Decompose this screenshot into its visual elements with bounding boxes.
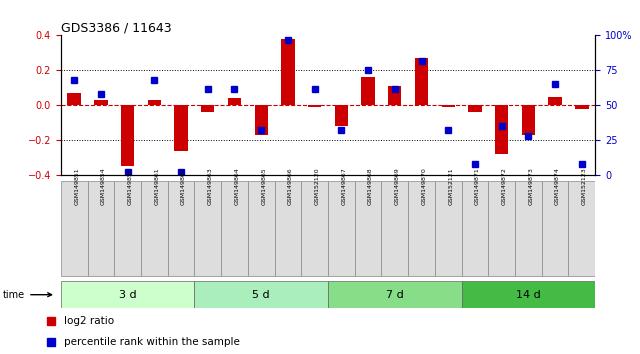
Bar — [575, 105, 589, 109]
Bar — [548, 97, 562, 105]
Bar — [355, 181, 381, 276]
Bar — [94, 100, 108, 105]
Bar — [115, 181, 141, 276]
Text: GSM152123: GSM152123 — [582, 167, 587, 205]
Bar — [61, 281, 195, 308]
Text: GSM152120: GSM152120 — [315, 167, 319, 205]
Bar — [308, 105, 321, 107]
Bar — [174, 105, 188, 151]
Bar — [141, 181, 168, 276]
Bar — [461, 181, 488, 276]
Bar — [168, 181, 195, 276]
Text: GSM149870: GSM149870 — [422, 167, 426, 205]
Bar — [248, 181, 275, 276]
Text: GSM149867: GSM149867 — [341, 167, 346, 205]
Bar — [495, 105, 508, 154]
Bar — [301, 181, 328, 276]
Bar — [221, 181, 248, 276]
Text: 3 d: 3 d — [119, 290, 136, 300]
Bar — [415, 58, 428, 105]
Text: GSM152121: GSM152121 — [448, 167, 453, 205]
Text: GSM149866: GSM149866 — [288, 167, 293, 205]
Bar — [408, 181, 435, 276]
Bar — [121, 105, 134, 166]
Bar — [442, 105, 455, 107]
Bar — [515, 181, 542, 276]
Bar — [435, 181, 461, 276]
Bar — [362, 78, 375, 105]
Bar — [61, 181, 88, 276]
Text: GSM149864: GSM149864 — [234, 167, 239, 205]
Text: GSM149865: GSM149865 — [261, 167, 266, 205]
Text: GSM149873: GSM149873 — [529, 167, 533, 205]
Bar — [228, 98, 241, 105]
Text: time: time — [3, 290, 52, 300]
Bar — [568, 181, 595, 276]
Text: GSM149872: GSM149872 — [502, 167, 507, 205]
Text: GDS3386 / 11643: GDS3386 / 11643 — [61, 21, 172, 34]
Text: GSM149868: GSM149868 — [368, 167, 373, 205]
Bar — [67, 93, 81, 105]
Bar — [88, 181, 115, 276]
Text: GSM149862: GSM149862 — [181, 167, 186, 205]
Bar — [488, 181, 515, 276]
Text: log2 ratio: log2 ratio — [64, 316, 114, 326]
Text: GSM149874: GSM149874 — [555, 167, 560, 205]
Text: GSM149851: GSM149851 — [74, 167, 79, 205]
Text: percentile rank within the sample: percentile rank within the sample — [64, 337, 240, 348]
Bar — [195, 181, 221, 276]
Bar — [381, 181, 408, 276]
Bar — [195, 281, 328, 308]
Bar — [275, 181, 301, 276]
Bar — [281, 39, 294, 105]
Bar — [522, 105, 535, 135]
Text: 14 d: 14 d — [516, 290, 541, 300]
Text: GSM149869: GSM149869 — [395, 167, 400, 205]
Bar — [201, 105, 214, 112]
Text: GSM149863: GSM149863 — [208, 167, 212, 205]
Bar — [468, 105, 482, 112]
Bar — [148, 100, 161, 105]
Text: 7 d: 7 d — [386, 290, 404, 300]
Text: GSM149861: GSM149861 — [154, 167, 159, 205]
Text: GSM149855: GSM149855 — [127, 167, 132, 205]
Text: GSM149854: GSM149854 — [101, 167, 106, 205]
Bar — [328, 281, 461, 308]
Bar — [388, 86, 401, 105]
Bar — [255, 105, 268, 135]
Bar — [461, 281, 595, 308]
Bar — [542, 181, 568, 276]
Text: 5 d: 5 d — [252, 290, 270, 300]
Bar — [335, 105, 348, 126]
Text: GSM149871: GSM149871 — [475, 167, 480, 205]
Bar — [328, 181, 355, 276]
